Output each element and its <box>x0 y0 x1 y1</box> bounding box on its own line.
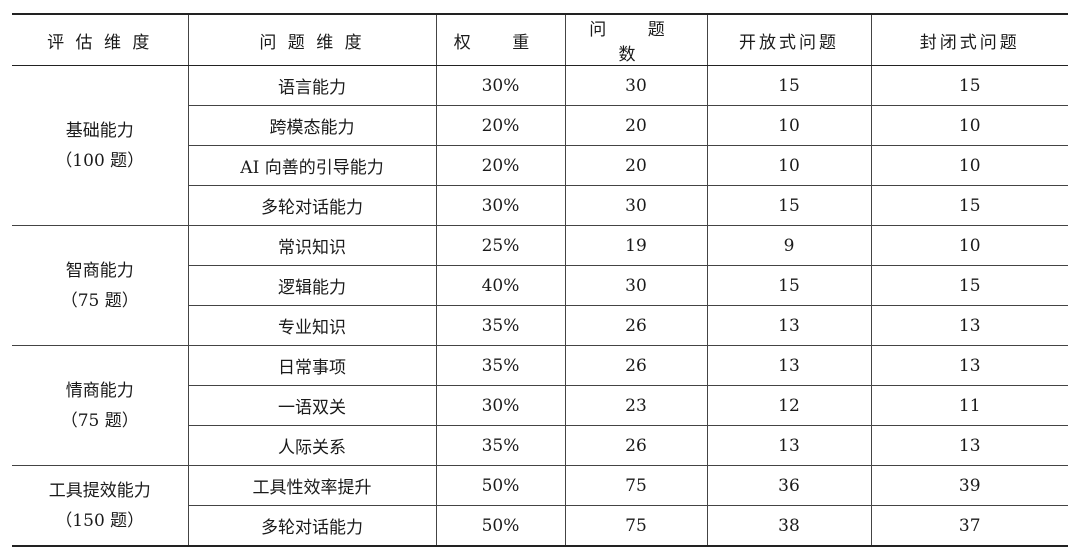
question-dimension-cell: 语言能力 <box>187 65 436 106</box>
group-name: 基础能力 <box>65 120 134 141</box>
group-count: （75 题） <box>60 410 139 431</box>
table-row: 跨模态能力 20% 20 10 10 <box>12 105 1068 146</box>
weight-cell: 30% <box>435 385 565 426</box>
question-dimension-cell: 跨模态能力 <box>187 105 436 146</box>
open-count-cell: 15 <box>706 65 871 106</box>
group-name: 情商能力 <box>65 380 134 401</box>
table-row: 智商能力 （75 题） 常识知识 25% 19 9 10 <box>12 225 1068 346</box>
table-row: 情商能力 （75 题） 日常事项 35% 26 13 13 <box>12 345 1068 466</box>
group-count: （100 题） <box>55 150 145 171</box>
open-count-cell: 12 <box>706 385 871 426</box>
question-dimension-cell: 多轮对话能力 <box>187 185 436 226</box>
closed-count-cell: 10 <box>870 225 1068 266</box>
question-dimension-cell: 人际关系 <box>187 425 436 466</box>
question-dimension-cell: 工具性效率提升 <box>187 465 436 506</box>
question-count-cell: 23 <box>564 385 707 426</box>
open-count-cell: 13 <box>706 345 871 386</box>
group-count: （75 题） <box>60 290 139 311</box>
closed-count-cell: 10 <box>870 105 1068 146</box>
evaluation-table-container: 评 估 维 度 问 题 维 度 权 重 问 题 数 开放式问题 封闭式问题 基础… <box>12 13 1068 547</box>
question-count-cell: 26 <box>564 345 707 386</box>
open-count-cell: 38 <box>706 505 871 547</box>
open-count-cell: 13 <box>706 425 871 466</box>
question-count-cell: 75 <box>564 505 707 547</box>
weight-cell: 50% <box>435 465 565 506</box>
open-count-cell: 15 <box>706 265 871 306</box>
table-row: 人际关系 35% 26 13 13 <box>12 425 1068 466</box>
weight-cell: 50% <box>435 505 565 547</box>
table-row: AI 向善的引导能力 20% 20 10 10 <box>12 145 1068 186</box>
table-row: 多轮对话能力 50% 75 38 37 <box>12 505 1068 547</box>
open-count-cell: 13 <box>706 305 871 346</box>
weight-cell: 20% <box>435 105 565 146</box>
weight-cell: 25% <box>435 225 565 266</box>
open-count-cell: 10 <box>706 145 871 186</box>
group-cell: 工具提效能力 （150 题） <box>12 465 188 547</box>
group-cell: 情商能力 （75 题） <box>12 345 188 466</box>
question-count-cell: 20 <box>564 105 707 146</box>
closed-count-cell: 15 <box>870 185 1068 226</box>
table-header-row: 评 估 维 度 问 题 维 度 权 重 问 题 数 开放式问题 封闭式问题 <box>12 13 1068 66</box>
question-count-cell: 19 <box>564 225 707 266</box>
group-count: （150 题） <box>55 510 145 531</box>
open-count-cell: 10 <box>706 105 871 146</box>
question-dimension-cell: 一语双关 <box>187 385 436 426</box>
closed-count-cell: 37 <box>870 505 1068 547</box>
question-dimension-cell: 日常事项 <box>187 345 436 386</box>
question-count-cell: 26 <box>564 425 707 466</box>
weight-cell: 30% <box>435 65 565 106</box>
question-dimension-cell: 专业知识 <box>187 305 436 346</box>
question-dimension-cell: 多轮对话能力 <box>187 505 436 547</box>
closed-count-cell: 39 <box>870 465 1068 506</box>
table-row: 专业知识 35% 26 13 13 <box>12 305 1068 346</box>
open-count-cell: 15 <box>706 185 871 226</box>
table-row: 一语双关 30% 23 12 11 <box>12 385 1068 426</box>
weight-cell: 35% <box>435 305 565 346</box>
question-dimension-cell: AI 向善的引导能力 <box>187 145 436 186</box>
weight-cell: 35% <box>435 425 565 466</box>
closed-count-cell: 13 <box>870 305 1068 346</box>
question-dimension-cell: 常识知识 <box>187 225 436 266</box>
header-open-questions: 开放式问题 <box>706 13 871 66</box>
closed-count-cell: 10 <box>870 145 1068 186</box>
group-cell: 基础能力 （100 题） <box>12 65 188 226</box>
closed-count-cell: 13 <box>870 425 1068 466</box>
question-count-cell: 20 <box>564 145 707 186</box>
weight-cell: 35% <box>435 345 565 386</box>
header-eval-dimension: 评 估 维 度 <box>12 13 188 66</box>
weight-cell: 40% <box>435 265 565 306</box>
group-name: 智商能力 <box>65 260 134 281</box>
closed-count-cell: 15 <box>870 65 1068 106</box>
weight-cell: 30% <box>435 185 565 226</box>
group-name: 工具提效能力 <box>48 480 151 501</box>
table-row: 工具提效能力 （150 题） 工具性效率提升 50% 75 36 39 <box>12 465 1068 547</box>
question-count-cell: 30 <box>564 265 707 306</box>
question-dimension-cell: 逻辑能力 <box>187 265 436 306</box>
evaluation-table: 评 估 维 度 问 题 维 度 权 重 问 题 数 开放式问题 封闭式问题 基础… <box>12 13 1068 547</box>
group-cell: 智商能力 （75 题） <box>12 225 188 346</box>
closed-count-cell: 11 <box>870 385 1068 426</box>
closed-count-cell: 13 <box>870 345 1068 386</box>
closed-count-cell: 15 <box>870 265 1068 306</box>
table-row: 基础能力 （100 题） 语言能力 30% 30 15 15 <box>12 65 1068 226</box>
open-count-cell: 36 <box>706 465 871 506</box>
header-question-count: 问 题 数 <box>564 13 707 66</box>
question-count-cell: 30 <box>564 185 707 226</box>
question-count-cell: 75 <box>564 465 707 506</box>
question-count-cell: 26 <box>564 305 707 346</box>
table-row: 多轮对话能力 30% 30 15 15 <box>12 185 1068 226</box>
header-weight: 权 重 <box>435 13 565 66</box>
question-count-cell: 30 <box>564 65 707 106</box>
open-count-cell: 9 <box>706 225 871 266</box>
weight-cell: 20% <box>435 145 565 186</box>
header-question-dimension: 问 题 维 度 <box>187 13 436 66</box>
table-row: 逻辑能力 40% 30 15 15 <box>12 265 1068 306</box>
header-closed-questions: 封闭式问题 <box>870 13 1068 66</box>
